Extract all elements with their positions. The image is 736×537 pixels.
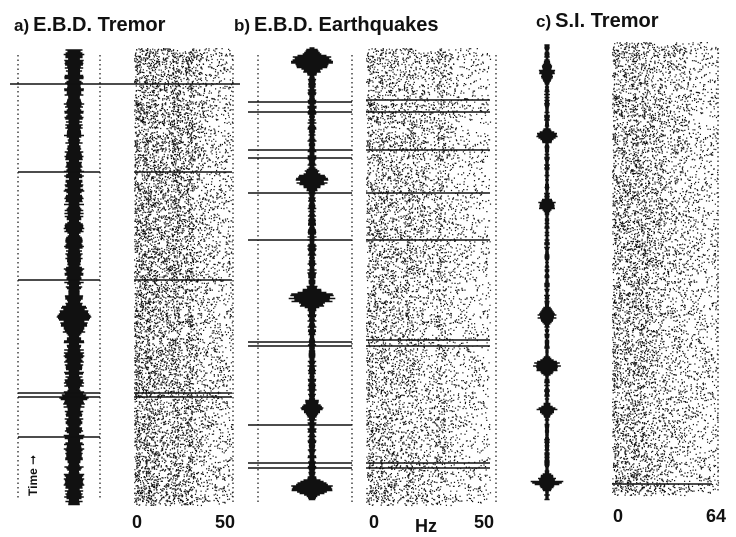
panel-c-seismogram (530, 44, 564, 501)
panel-a-xtick-50: 50 (215, 512, 236, 532)
panel-b-xtick-0: 0 (369, 512, 380, 532)
panel-a-title: a) E.B.D. Tremor (14, 14, 165, 37)
panel-a-spectrogram (134, 48, 234, 507)
panel-b-x-unit: Hz (415, 516, 437, 536)
time-arrow-icon: ➞ (26, 454, 40, 469)
panel-b-xtick-50: 50 (474, 512, 495, 532)
panel-c-spectrogram (612, 42, 720, 497)
panel-c-title: c) S.I. Tremor (536, 10, 659, 33)
panel-a-letter: a) (14, 16, 30, 35)
panel-b-seismogram (288, 47, 336, 501)
panel-c-letter: c) (536, 12, 552, 31)
panel-b-title: b) E.B.D. Earthquakes (234, 14, 439, 37)
panel-c-xtick-0: 0 (613, 506, 624, 526)
panel-a-title-text: E.B.D. Tremor (33, 14, 166, 36)
panel-a-seismogram (56, 49, 92, 506)
panel-c-title-text: S.I. Tremor (555, 10, 659, 32)
panel-c-xtick-64: 64 (706, 506, 727, 526)
panel-b-title-text: E.B.D. Earthquakes (254, 14, 439, 36)
panel-b-letter: b) (234, 16, 251, 35)
panel-b-spectrogram (366, 48, 492, 507)
time-label-text: Time (26, 468, 40, 496)
time-axis-label: Time ➞ (26, 455, 40, 496)
panel-a-xtick-0: 0 (132, 512, 143, 532)
